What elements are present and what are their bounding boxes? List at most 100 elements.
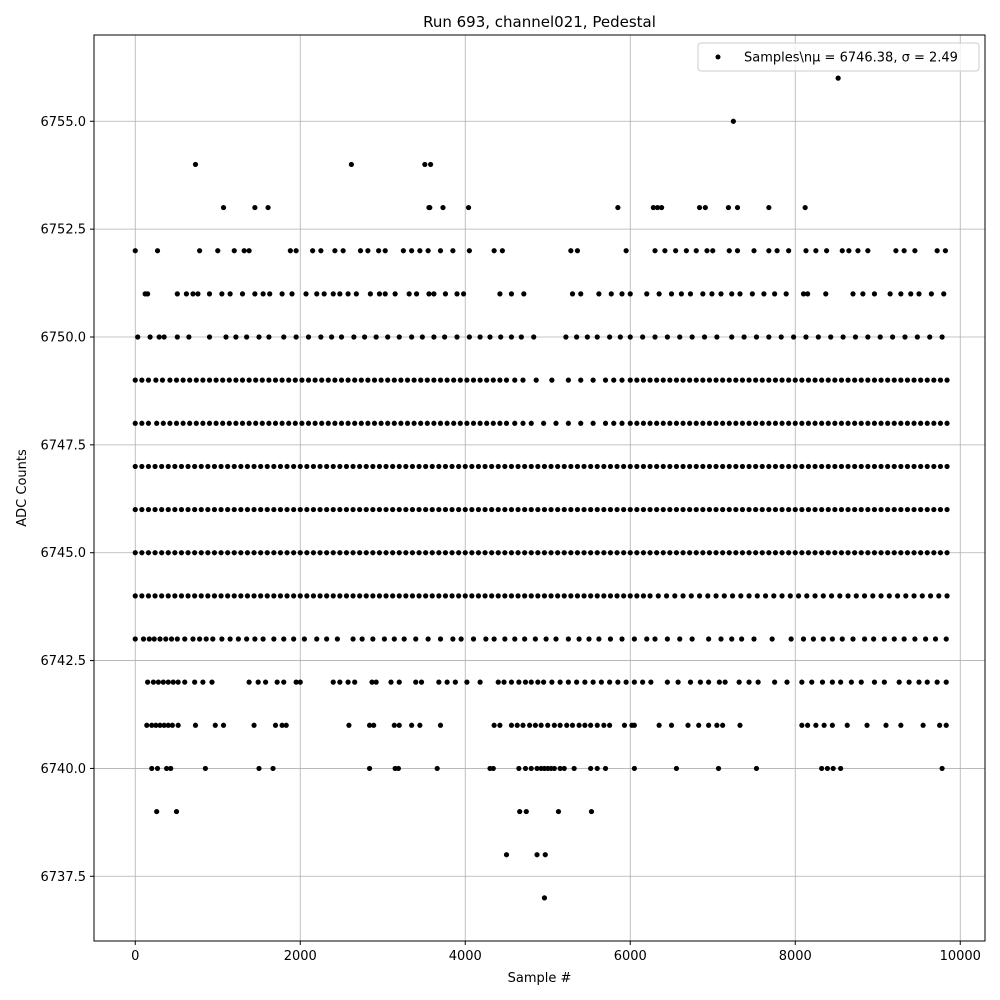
data-point — [256, 334, 262, 340]
data-point — [139, 550, 145, 556]
data-point — [803, 334, 809, 340]
data-point — [824, 765, 831, 772]
data-point — [535, 463, 541, 470]
data-point — [370, 463, 376, 470]
data-point — [924, 377, 930, 383]
data-point — [470, 420, 477, 426]
data-point — [561, 463, 567, 470]
data-point — [145, 463, 152, 470]
data-point — [190, 636, 196, 642]
data-point — [720, 506, 726, 513]
data-point — [462, 593, 468, 599]
data-point — [528, 593, 534, 599]
data-point — [607, 506, 614, 513]
data-point — [753, 550, 759, 556]
data-point — [582, 679, 588, 685]
data-point — [149, 722, 155, 728]
data-point — [209, 679, 215, 685]
data-point — [673, 248, 679, 254]
data-point — [350, 636, 356, 642]
data-point — [838, 463, 845, 470]
data-point — [491, 248, 497, 254]
data-point — [425, 248, 431, 254]
data-point — [205, 463, 211, 470]
data-point — [904, 420, 911, 426]
data-point — [720, 420, 726, 426]
data-point — [627, 463, 633, 470]
data-point — [312, 420, 318, 426]
data-point — [172, 463, 178, 470]
data-point — [376, 506, 383, 513]
data-point — [845, 550, 851, 556]
data-point — [673, 765, 680, 772]
data-point — [586, 636, 592, 642]
data-point — [590, 420, 596, 426]
data-point — [614, 593, 620, 599]
data-point — [594, 593, 600, 599]
data-point — [396, 334, 402, 340]
data-point — [824, 248, 830, 254]
data-point — [150, 679, 156, 685]
data-point — [159, 550, 165, 556]
data-point — [795, 593, 802, 599]
data-point — [418, 377, 424, 383]
data-point — [779, 377, 785, 383]
data-point — [680, 593, 686, 599]
data-point — [534, 765, 540, 772]
data-point — [574, 334, 580, 340]
data-point — [569, 722, 576, 728]
data-point — [924, 679, 930, 685]
data-point — [192, 593, 198, 599]
data-point — [200, 420, 206, 426]
data-point — [832, 377, 838, 383]
data-point — [403, 593, 409, 599]
data-point — [858, 377, 864, 383]
data-point — [819, 765, 825, 772]
data-point — [850, 636, 856, 642]
data-point — [132, 593, 138, 599]
data-point — [805, 420, 812, 426]
data-point — [865, 334, 871, 340]
data-point — [845, 506, 851, 513]
data-point — [759, 550, 765, 556]
data-point — [376, 550, 383, 556]
data-point — [786, 550, 792, 556]
data-point — [370, 506, 376, 513]
data-point — [383, 506, 389, 513]
data-point — [350, 463, 356, 470]
data-point — [741, 334, 747, 340]
data-point — [297, 550, 303, 556]
data-point — [348, 161, 354, 168]
data-point — [502, 593, 508, 599]
data-point — [437, 636, 444, 642]
data-point — [825, 377, 831, 383]
data-point — [370, 550, 376, 556]
data-point — [470, 636, 477, 642]
data-point — [383, 463, 389, 470]
data-point — [319, 420, 325, 426]
data-point — [502, 463, 508, 470]
data-point — [514, 722, 520, 728]
data-point — [654, 506, 660, 513]
data-point — [640, 420, 647, 426]
data-point — [581, 506, 587, 513]
data-point — [279, 722, 285, 728]
data-point — [762, 593, 769, 599]
data-point — [401, 636, 407, 642]
data-point — [647, 593, 653, 599]
data-point — [337, 593, 343, 599]
data-point — [799, 722, 805, 728]
data-point — [329, 334, 335, 340]
data-point — [534, 852, 540, 858]
data-point — [886, 593, 892, 599]
data-point — [284, 463, 290, 470]
data-point — [654, 463, 660, 470]
data-point — [668, 722, 675, 728]
data-point — [733, 463, 739, 470]
data-point — [304, 593, 310, 599]
data-point — [528, 765, 534, 772]
data-point — [403, 463, 409, 470]
data-point — [411, 420, 417, 426]
data-point — [753, 506, 759, 513]
data-point — [786, 420, 792, 426]
